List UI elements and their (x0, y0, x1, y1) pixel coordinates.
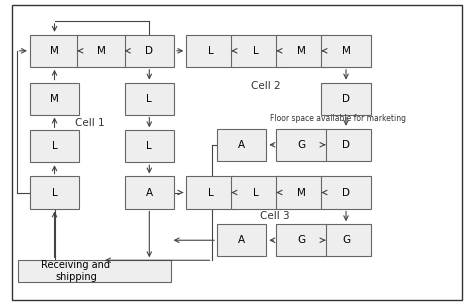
Bar (18, 260, 171, 282)
Bar (321, 176, 371, 209)
Text: D: D (342, 94, 350, 103)
Bar (186, 35, 236, 67)
Text: M: M (342, 46, 350, 56)
Text: L: L (52, 141, 57, 151)
Bar (231, 35, 281, 67)
Text: M: M (98, 46, 106, 56)
Text: D: D (146, 46, 153, 56)
Text: Cell 3: Cell 3 (260, 211, 290, 221)
Bar (125, 35, 174, 67)
Text: A: A (238, 140, 246, 150)
Bar (186, 176, 236, 209)
Text: L: L (253, 46, 259, 56)
Text: A: A (146, 188, 153, 197)
Bar (217, 129, 266, 161)
Bar (77, 35, 127, 67)
Text: Receiving and
shipping: Receiving and shipping (41, 260, 110, 282)
Bar (321, 35, 371, 67)
Text: L: L (146, 141, 152, 151)
Text: G: G (342, 235, 350, 245)
Text: M: M (50, 94, 59, 103)
Text: A: A (238, 235, 246, 245)
Text: M: M (297, 188, 305, 197)
Bar (125, 130, 174, 162)
Bar (276, 224, 326, 256)
Text: M: M (50, 46, 59, 56)
Text: D: D (342, 140, 350, 150)
Bar (30, 35, 79, 67)
Bar (231, 176, 281, 209)
Bar (321, 224, 371, 256)
Text: L: L (208, 46, 214, 56)
Text: G: G (297, 235, 305, 245)
Bar (276, 176, 326, 209)
Bar (125, 83, 174, 115)
Bar (125, 176, 174, 209)
Bar (276, 129, 326, 161)
Bar (30, 176, 79, 209)
Text: Cell 1: Cell 1 (75, 118, 105, 128)
Text: Cell 2: Cell 2 (251, 81, 280, 91)
Text: L: L (146, 94, 152, 103)
Text: M: M (297, 46, 305, 56)
Text: L: L (52, 188, 57, 197)
Text: G: G (297, 140, 305, 150)
Bar (217, 224, 266, 256)
Text: L: L (253, 188, 259, 197)
Text: L: L (208, 188, 214, 197)
Bar (321, 83, 371, 115)
Text: D: D (342, 188, 350, 197)
Text: Floor space available for marketing: Floor space available for marketing (270, 114, 406, 123)
Bar (321, 129, 371, 161)
Bar (276, 35, 326, 67)
Bar (30, 130, 79, 162)
Bar (30, 83, 79, 115)
